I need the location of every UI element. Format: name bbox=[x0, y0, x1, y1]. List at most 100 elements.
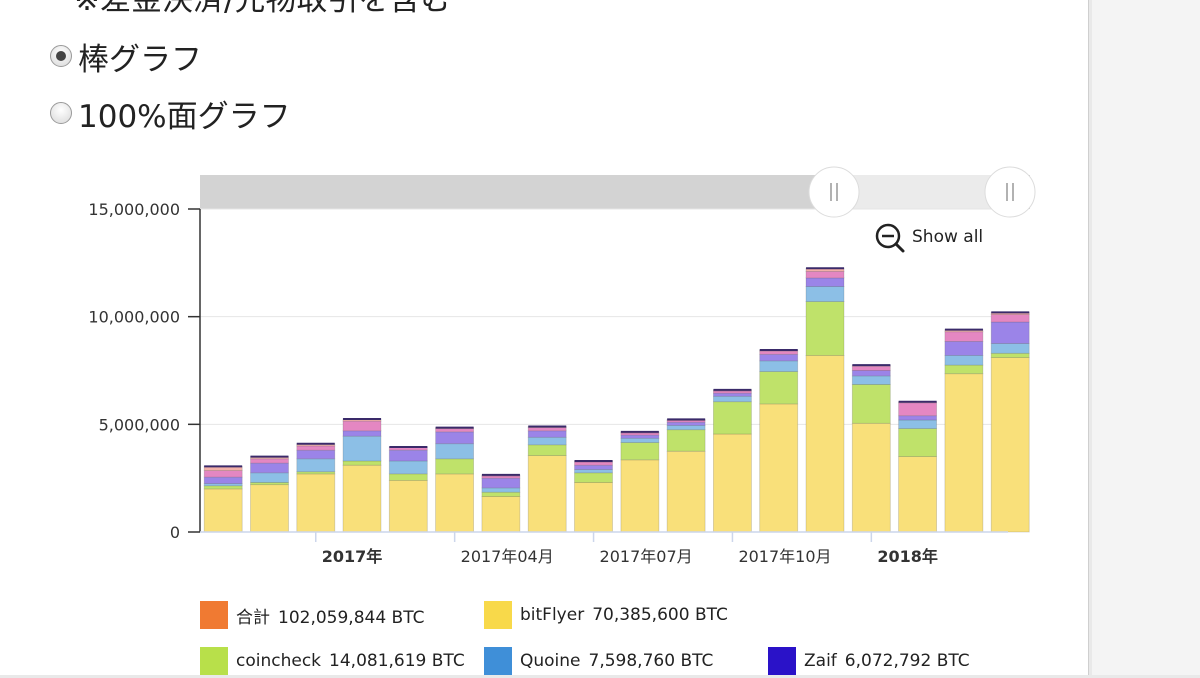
legend-item-zaif[interactable]: Zaif 6,072,792 BTC bbox=[768, 644, 970, 678]
bar-segment[interactable] bbox=[388, 479, 428, 533]
bar-segment[interactable] bbox=[527, 430, 567, 438]
bar-segment[interactable] bbox=[713, 395, 752, 403]
bar-segment[interactable] bbox=[759, 360, 799, 372]
bar-segment[interactable] bbox=[944, 373, 984, 533]
bar-segment[interactable] bbox=[342, 430, 382, 437]
bar-segment[interactable] bbox=[898, 419, 937, 430]
bar-segment[interactable] bbox=[990, 321, 1030, 344]
bar-stack[interactable] bbox=[342, 417, 382, 533]
bar-segment[interactable] bbox=[574, 461, 613, 466]
bar-stack[interactable] bbox=[759, 349, 799, 533]
bar-segment[interactable] bbox=[574, 482, 613, 533]
range-handle-right[interactable] bbox=[984, 166, 1036, 218]
bar-segment[interactable] bbox=[759, 353, 799, 362]
bar-stack[interactable] bbox=[944, 328, 984, 533]
bar-segment[interactable] bbox=[203, 476, 243, 485]
bar-segment[interactable] bbox=[620, 442, 660, 461]
bar-stack[interactable] bbox=[388, 445, 428, 533]
bar-segment[interactable] bbox=[759, 403, 799, 533]
bar-segment[interactable] bbox=[481, 496, 521, 533]
bar-segment[interactable] bbox=[805, 301, 845, 356]
bar-stack[interactable] bbox=[851, 364, 891, 533]
bar-segment[interactable] bbox=[250, 462, 289, 474]
bar-segment[interactable] bbox=[296, 473, 336, 533]
bar-segment[interactable] bbox=[851, 375, 891, 385]
bar-segment[interactable] bbox=[944, 331, 984, 342]
bar-segment[interactable] bbox=[805, 270, 845, 279]
bar-segment[interactable] bbox=[388, 460, 428, 475]
legend-item-coincheck[interactable]: coincheck 14,081,619 BTC bbox=[200, 644, 465, 678]
bar-stack[interactable] bbox=[620, 430, 660, 533]
bar-segment[interactable] bbox=[342, 420, 382, 432]
bar-segment[interactable] bbox=[388, 449, 428, 462]
bar-stack[interactable] bbox=[203, 465, 243, 533]
bar-segment[interactable] bbox=[296, 445, 336, 451]
bar-segment[interactable] bbox=[250, 484, 289, 533]
bar-segment[interactable] bbox=[851, 422, 891, 533]
bar-segment[interactable] bbox=[666, 424, 706, 431]
bar-segment[interactable] bbox=[296, 471, 336, 475]
bar-segment[interactable] bbox=[527, 455, 567, 533]
bar-segment[interactable] bbox=[898, 415, 937, 421]
bar-segment[interactable] bbox=[481, 487, 521, 493]
bar-segment[interactable] bbox=[944, 340, 984, 356]
bar-chart-option[interactable]: 棒グラフ bbox=[50, 36, 202, 78]
bar-segment[interactable] bbox=[250, 458, 289, 464]
bar-segment[interactable] bbox=[851, 384, 891, 424]
bar-stack[interactable] bbox=[990, 311, 1030, 533]
bar-stack[interactable] bbox=[805, 267, 845, 533]
bar-segment[interactable] bbox=[990, 357, 1030, 533]
bar-stack[interactable] bbox=[898, 400, 937, 533]
bar-stack[interactable] bbox=[574, 459, 613, 533]
bar-segment[interactable] bbox=[435, 458, 475, 475]
bar-segment[interactable] bbox=[296, 449, 336, 460]
bar-segment[interactable] bbox=[574, 469, 613, 474]
bar-segment[interactable] bbox=[666, 450, 706, 533]
radio-unselected-icon[interactable] bbox=[50, 102, 72, 124]
bar-segment[interactable] bbox=[388, 473, 428, 481]
bar-segment[interactable] bbox=[805, 277, 845, 287]
bar-segment[interactable] bbox=[481, 477, 521, 489]
bar-segment[interactable] bbox=[203, 470, 243, 478]
area-100-chart-option[interactable]: 100%面グラフ bbox=[50, 93, 291, 135]
show-all-button[interactable]: Show all bbox=[875, 223, 983, 253]
bar-segment[interactable] bbox=[898, 456, 937, 533]
bar-segment[interactable] bbox=[342, 464, 382, 533]
radio-selected-icon[interactable] bbox=[50, 45, 72, 67]
legend-item-total[interactable]: 合計 102,059,844 BTC bbox=[200, 598, 424, 632]
bar-segment[interactable] bbox=[713, 401, 752, 435]
bar-segment[interactable] bbox=[435, 431, 475, 445]
range-handle-left[interactable] bbox=[808, 166, 860, 218]
bar-segment[interactable] bbox=[898, 402, 937, 417]
bar-segment[interactable] bbox=[527, 444, 567, 456]
bar-segment[interactable] bbox=[481, 491, 521, 497]
legend-item-bitflyer[interactable]: bitFlyer 70,385,600 BTC bbox=[484, 598, 728, 632]
legend-item-quoine[interactable]: Quoine 7,598,760 BTC bbox=[484, 644, 713, 678]
bar-stack[interactable] bbox=[481, 473, 521, 533]
bar-segment[interactable] bbox=[805, 354, 845, 533]
bar-segment[interactable] bbox=[990, 343, 1030, 354]
bar-segment[interactable] bbox=[296, 458, 336, 473]
bar-segment[interactable] bbox=[851, 370, 891, 377]
bar-segment[interactable] bbox=[250, 472, 289, 483]
bar-stack[interactable] bbox=[435, 426, 475, 533]
bar-segment[interactable] bbox=[805, 286, 845, 303]
bar-segment[interactable] bbox=[527, 436, 567, 446]
bar-stack[interactable] bbox=[527, 425, 567, 533]
bar-segment[interactable] bbox=[342, 435, 382, 462]
bar-segment[interactable] bbox=[435, 443, 475, 460]
bar-segment[interactable] bbox=[990, 314, 1030, 323]
bar-stack[interactable] bbox=[250, 455, 289, 533]
bar-segment[interactable] bbox=[527, 427, 567, 432]
bar-segment[interactable] bbox=[759, 350, 799, 355]
bar-segment[interactable] bbox=[342, 460, 382, 466]
bar-segment[interactable] bbox=[759, 371, 799, 405]
bar-segment[interactable] bbox=[898, 428, 937, 458]
bar-stack[interactable] bbox=[713, 388, 752, 533]
bar-segment[interactable] bbox=[620, 437, 660, 443]
bar-segment[interactable] bbox=[666, 429, 706, 452]
bar-stack[interactable] bbox=[666, 418, 706, 533]
bar-segment[interactable] bbox=[944, 364, 984, 375]
bar-stack[interactable] bbox=[296, 442, 336, 533]
bar-segment[interactable] bbox=[666, 421, 706, 426]
